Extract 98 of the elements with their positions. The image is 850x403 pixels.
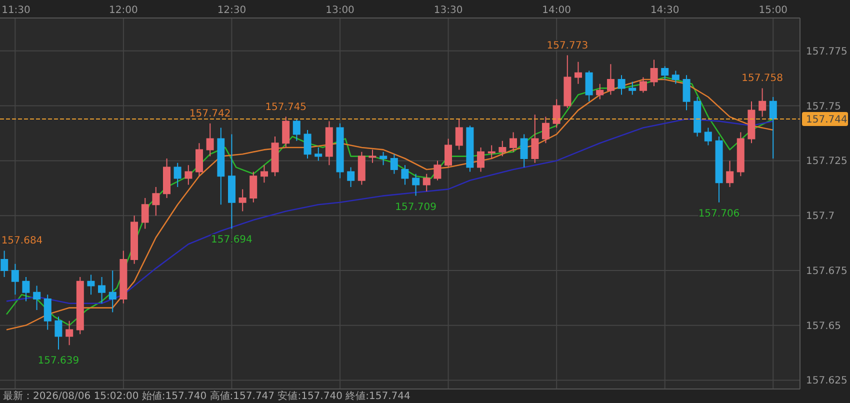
candlestick [152, 186, 160, 216]
annotation: 157.706 [698, 208, 740, 220]
candlestick [564, 54, 572, 108]
candlestick [196, 142, 203, 177]
candlestick [33, 285, 41, 310]
candlestick [368, 149, 376, 164]
x-tick-label: 15:00 [758, 5, 788, 16]
y-tick-label: 157.75 [806, 101, 841, 112]
candlestick [694, 96, 702, 137]
x-tick-label: 12:30 [217, 5, 246, 16]
candlestick [184, 164, 192, 186]
x-tick-label: 13:00 [326, 5, 354, 16]
x-tick-label: 13:30 [434, 5, 463, 16]
candlestick [607, 64, 614, 96]
candlestick [736, 132, 744, 177]
candlestick [325, 120, 333, 166]
candlestick [488, 144, 496, 159]
candlestick [163, 158, 170, 198]
candlestick [217, 127, 225, 206]
candlestick [672, 70, 680, 84]
candlestick [120, 250, 128, 304]
candlestick [726, 160, 734, 188]
candlestick [574, 61, 582, 84]
candlestick [66, 320, 74, 346]
candlestick [618, 74, 626, 96]
annotation: 157.742 [189, 108, 231, 120]
candlestick [130, 215, 138, 264]
candlestick [715, 136, 723, 203]
candlestick [769, 96, 777, 159]
x-tick-label: 11:30 [2, 5, 30, 16]
annotation: 157.694 [211, 234, 252, 246]
y-tick-label: 157.625 [806, 376, 848, 387]
candlestick [531, 114, 539, 164]
annotation: 157.639 [38, 355, 80, 366]
candlestick [87, 274, 95, 296]
candlestick [628, 81, 636, 96]
candlestick [98, 276, 106, 304]
candlestick [314, 147, 322, 162]
candlestick [282, 116, 290, 148]
annotation: 157.773 [546, 40, 588, 52]
candlestick [748, 100, 756, 144]
candlestick [444, 138, 452, 168]
candlestick [390, 154, 398, 174]
candlestick [412, 173, 420, 196]
annotation: 157.709 [395, 202, 436, 213]
candlestick [44, 294, 52, 330]
x-tick-label: 12:00 [109, 5, 138, 16]
candlestick [76, 276, 84, 335]
candlestick [54, 316, 62, 350]
candlestick [228, 134, 236, 230]
candlestick [22, 276, 30, 302]
candlestick [336, 122, 344, 179]
candlestick [304, 130, 312, 159]
candlestick [174, 162, 182, 188]
ref-line-label: 157.744 [806, 114, 848, 126]
candlestick [108, 270, 116, 313]
candlestick [477, 147, 484, 172]
candlestick [401, 164, 409, 186]
candlestick [358, 151, 366, 186]
candlestick [250, 171, 258, 203]
candlestick [640, 76, 647, 94]
annotation: 157.684 [1, 236, 43, 247]
candlestick [596, 83, 604, 100]
candlestick [238, 188, 246, 212]
candlestick [271, 136, 279, 177]
candlestick [650, 59, 658, 87]
y-tick-label: 157.7 [806, 211, 835, 222]
candlestick [661, 66, 669, 80]
y-tick-label: 157.775 [806, 46, 848, 58]
x-tick-label: 14:30 [650, 5, 680, 16]
annotation: 157.758 [742, 73, 783, 84]
annotation: 157.745 [265, 102, 307, 113]
x-tick-label: 14:00 [542, 5, 571, 16]
candlestick [380, 151, 388, 166]
candlestick [434, 160, 442, 181]
candlestick [498, 140, 506, 157]
candlestick [585, 70, 593, 102]
candlestick [422, 173, 430, 192]
candlestick [510, 132, 517, 152]
candlestick [682, 74, 690, 111]
y-tick-label: 157.725 [806, 156, 848, 168]
candlestick [520, 134, 528, 168]
y-tick-label: 157.675 [806, 266, 848, 277]
candlestick [758, 88, 766, 118]
candlestick [0, 250, 8, 278]
candlestick [542, 116, 550, 144]
candlestick [466, 125, 474, 172]
candlestick [552, 98, 560, 128]
candlestick [206, 122, 214, 157]
candlestick [141, 198, 149, 230]
candlestick [11, 263, 19, 296]
y-tick-label: 157.65 [806, 320, 841, 332]
candlestick [347, 166, 355, 188]
candlestick [455, 118, 463, 150]
candlestick [260, 164, 268, 184]
candlestick [292, 118, 300, 142]
text: 最新：2026/08/06 15:02:00 始値:157.740 高値:157.747 安値:157.740 終値:157.744 [3, 390, 410, 402]
candlestick [704, 127, 712, 146]
